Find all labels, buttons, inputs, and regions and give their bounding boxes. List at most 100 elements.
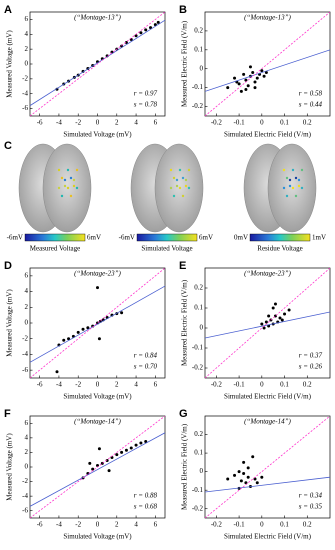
electrode — [181, 194, 185, 198]
electrode — [66, 186, 70, 190]
y-tick-label: 2 — [25, 45, 29, 53]
data-point — [253, 80, 257, 84]
y-axis-label: Measured Voltage (mV) — [6, 289, 14, 357]
data-point — [67, 337, 71, 341]
electrode — [175, 184, 179, 188]
data-point — [255, 481, 259, 485]
y-tick-label: -4 — [22, 350, 28, 358]
y-tick-label: 6 — [25, 15, 29, 23]
electrode — [172, 194, 176, 198]
data-point — [105, 458, 109, 462]
stat-annotation: r = 0.58 — [299, 90, 323, 98]
electrode — [57, 186, 61, 190]
stat-annotation: r = 0.37 — [299, 352, 323, 360]
electrode — [282, 168, 286, 172]
stat-annotation: r = 0.97 — [134, 90, 158, 98]
identity-line — [205, 12, 330, 116]
data-point — [239, 479, 243, 483]
y-tick-label: -6 — [22, 104, 28, 112]
panel-label: G — [179, 408, 188, 420]
y-tick-label: 0 — [200, 324, 204, 332]
plot-area — [30, 12, 165, 116]
x-tick-label: 0.1 — [280, 381, 289, 389]
x-tick-label: 0.1 — [280, 521, 289, 529]
x-axis-label: Simulated Electric Field (V/m) — [224, 533, 312, 541]
x-tick-label: 6 — [154, 521, 158, 529]
electrode — [294, 194, 298, 198]
fit-line — [30, 285, 165, 363]
stat-annotation: s = 0.26 — [299, 363, 323, 371]
panel-label: E — [179, 260, 186, 272]
y-tick-label: -0.2 — [192, 364, 204, 372]
x-tick-label: 0.2 — [303, 521, 312, 529]
colorbar-min-label: -6mV — [7, 234, 23, 242]
electrode — [169, 186, 173, 190]
data-point — [244, 88, 248, 92]
y-tick-label: -0.2 — [192, 102, 204, 110]
data-point — [226, 477, 230, 481]
electrode — [291, 168, 295, 172]
data-point — [267, 314, 271, 318]
y-tick-label: 6 — [25, 271, 29, 279]
chart-title: (“Montage-23”) — [74, 270, 121, 278]
data-point — [62, 338, 66, 342]
electrode — [178, 186, 182, 190]
colorbar-max-label: 1mV — [312, 234, 326, 242]
panel-label: B — [179, 4, 187, 16]
electrode — [69, 176, 73, 180]
identity-line — [205, 416, 330, 518]
electrode — [184, 184, 188, 188]
x-tick-label: 6 — [154, 119, 158, 127]
electrode — [184, 178, 188, 182]
data-point — [97, 337, 101, 341]
plot-frame — [204, 415, 331, 519]
plot-area — [30, 416, 165, 518]
data-point — [255, 76, 259, 80]
panel-label: A — [4, 4, 12, 16]
x-tick-label: -0.2 — [211, 119, 223, 127]
data-point — [271, 306, 275, 310]
electrode — [297, 178, 301, 182]
identity-line — [30, 268, 165, 378]
x-tick-label: 0 — [260, 381, 264, 389]
electrode — [300, 186, 304, 190]
stat-annotation: s = 0.70 — [134, 363, 158, 371]
electrode — [75, 168, 79, 172]
y-tick-label: 0.1 — [194, 45, 203, 53]
data-point — [264, 71, 268, 75]
data-point — [242, 460, 246, 464]
electrode — [282, 186, 286, 190]
y-tick-label: 0 — [25, 60, 29, 68]
data-point — [260, 475, 264, 479]
panel-label: F — [4, 408, 11, 420]
colorbar-title: Measured Voltage — [30, 245, 80, 253]
x-tick-label: -6 — [37, 381, 43, 389]
plot-area — [205, 416, 330, 518]
chart-title: (“Montage-23”) — [244, 270, 291, 278]
colorbar-max-label: 6mV — [199, 234, 213, 242]
x-tick-label: -4 — [56, 521, 62, 529]
y-tick-label: -6 — [22, 366, 28, 374]
x-tick-label: 0.2 — [303, 381, 312, 389]
data-point — [107, 469, 111, 473]
y-tick-label: -2 — [22, 74, 28, 82]
x-axis-label: Simulated Voltage (mV) — [63, 131, 132, 139]
x-tick-label: 4 — [134, 119, 138, 127]
x-tick-label: 2 — [115, 381, 119, 389]
electrode — [75, 186, 79, 190]
stat-annotation: s = 0.44 — [299, 101, 323, 109]
y-axis-label: Measured Electric Field (V/m) — [181, 423, 189, 510]
y-tick-label: 0 — [25, 463, 29, 471]
chart-title: (“Montage-14”) — [244, 418, 291, 426]
electrode — [60, 176, 64, 180]
colorbar — [249, 233, 311, 242]
plot-area — [205, 268, 330, 378]
data-point — [251, 71, 255, 75]
y-tick-label: 0.2 — [194, 284, 203, 292]
data-point — [226, 86, 230, 90]
data-point — [253, 86, 257, 90]
data-point — [144, 28, 148, 32]
panel-label: D — [4, 260, 12, 272]
y-tick-label: 0.2 — [194, 27, 203, 35]
